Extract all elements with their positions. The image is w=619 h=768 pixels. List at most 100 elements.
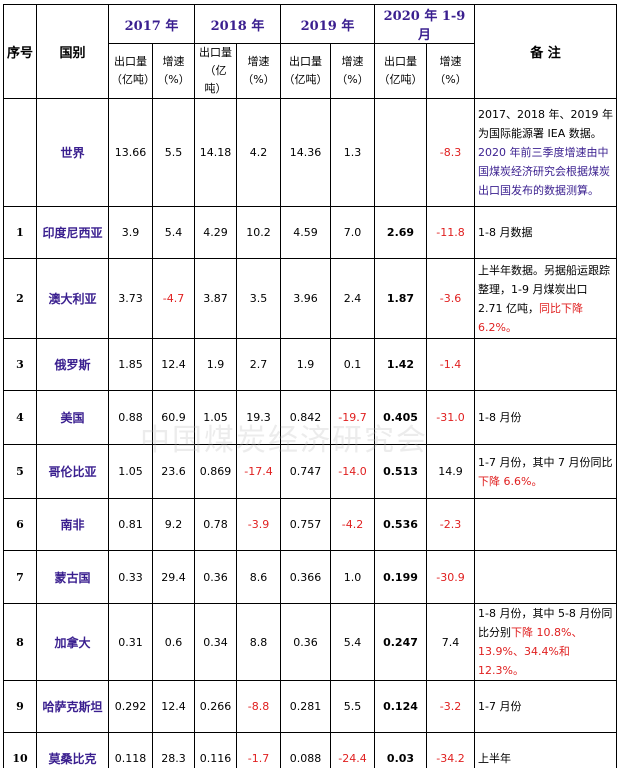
cell-value: 7.4 [426, 603, 475, 681]
cell-value: 0.747 [280, 444, 331, 499]
note [474, 498, 617, 551]
cell-value: 0.78 [194, 498, 237, 551]
table-row: 1 印度尼西亚 3.9 5.4 4.29 10.2 4.59 7.0 2.69 -11.8 1-8 … [3, 206, 617, 259]
cell-value: 3.87 [194, 258, 237, 339]
cell-value: 0.405 [374, 390, 427, 445]
note-text: 上半年数据。另据船运跟踪整理，1-9 月煤炭出口 2.71 亿吨， [478, 263, 610, 315]
cell-value: 0.03 [374, 732, 427, 768]
note-text: 下降 10.8%、13.9%、34.4%和 12.3%。 [478, 626, 583, 677]
cell-value: -4.2 [330, 498, 375, 551]
cell-value: 1.05 [108, 444, 153, 499]
cell-value: 14.18 [194, 98, 237, 207]
cell-value: 10.2 [236, 206, 281, 259]
cell-value: 14.36 [280, 98, 331, 207]
table-row: 世界 13.66 5.5 14.18 4.2 14.36 1.3 -8.3 2017、2018 … [3, 98, 617, 207]
cell-value: 0.124 [374, 680, 427, 733]
cell-value: 3.9 [108, 206, 153, 259]
table-row: 2 澳大利亚 3.73 -4.7 3.87 3.5 3.96 2.4 1.87 -3.6 上半年数据… [3, 258, 617, 339]
country: 哈萨克斯坦 [36, 680, 109, 733]
cell-value: 14.9 [426, 444, 475, 499]
cell-value: -4.7 [152, 258, 195, 339]
cell-value: -2.3 [426, 498, 475, 551]
cell-value: 0.247 [374, 603, 427, 681]
cell-value: -3.9 [236, 498, 281, 551]
cell-value: -1.7 [236, 732, 281, 768]
country: 莫桑比克 [36, 732, 109, 768]
note-text: 2020 年前三季度增速由中国煤炭经济研究会根据煤炭出口国发布的数据测算。 [478, 146, 610, 197]
header-row: 序号 国别 2017 年 2018 年 2019 年 2020 年 1-9 月备 注 [3, 4, 617, 99]
cell-value: 0.36 [280, 603, 331, 681]
cell-value: -1.4 [426, 338, 475, 391]
cell-value: -8.3 [426, 98, 475, 207]
note: 上半年数据。另据船运跟踪整理，1-9 月煤炭出口 2.71 亿吨，同比下降 6.… [474, 258, 617, 339]
note-text: 同比下降 6.2%。 [478, 301, 583, 334]
cell-value: 0.81 [108, 498, 153, 551]
cell-value: 0.266 [194, 680, 237, 733]
note-text: 下降 6.6%。 [478, 474, 543, 488]
sub-header: 增速（%） [152, 43, 195, 99]
cell-value: 0.1 [330, 338, 375, 391]
cell-value: 13.66 [108, 98, 153, 207]
note-text: 1-8 月份，其中 5-8 月份同比分别 [478, 607, 613, 639]
cell-value: 5.5 [152, 98, 195, 207]
table-row: 4 美国 0.88 60.9 1.05 19.3 0.842 -19.7 0.405 -31.0 1… [3, 390, 617, 445]
cell-value: 0.199 [374, 550, 427, 604]
cell-value: 0.33 [108, 550, 153, 604]
cell-value: 0.292 [108, 680, 153, 733]
note-text: 1-8 月数据 [478, 226, 533, 239]
cell-value: -31.0 [426, 390, 475, 445]
year-header: 2018 年 [194, 4, 281, 44]
row-number: 2 [3, 258, 37, 339]
header-cell: 序号 [3, 4, 37, 99]
year-header: 2017 年 [108, 4, 195, 44]
row-number: 5 [3, 444, 37, 499]
note: 1-8 月数据 [474, 206, 617, 259]
header-row: 出口量（亿吨） 增速（%） 出口量（亿吨） 增速（%） 出口量（亿吨） 增速（%） 出口量（… [4, 43, 617, 99]
cell-value: 0.6 [152, 603, 195, 681]
cell-value: 3.73 [108, 258, 153, 339]
country: 世界 [36, 98, 109, 207]
cell-value: 0.757 [280, 498, 331, 551]
note [474, 338, 617, 391]
note: 1-7 月份，其中 7 月份同比下降 6.6%。 [474, 444, 617, 499]
cell-value: 60.9 [152, 390, 195, 445]
data-table: 序号 国别 2017 年 2018 年 2019 年 2020 年 1-9 月备 注出口量… [3, 4, 617, 768]
sub-header: 出口量（亿吨） [374, 43, 427, 99]
cell-value: 5.4 [152, 206, 195, 259]
cell-value: 5.4 [330, 603, 375, 681]
cell-value: 0.281 [280, 680, 331, 733]
note-text: 1-7 月份 [478, 700, 522, 713]
cell-value: 23.6 [152, 444, 195, 499]
cell-value: 12.4 [152, 680, 195, 733]
cell-value: 29.4 [152, 550, 195, 604]
note-text: 上半年 [478, 752, 511, 765]
cell-value: 0.116 [194, 732, 237, 768]
cell-value: 1.85 [108, 338, 153, 391]
cell-value: 3.5 [236, 258, 281, 339]
cell-value: 0.36 [194, 550, 237, 604]
cell-value: 9.2 [152, 498, 195, 551]
note: 1-8 月份，其中 5-8 月份同比分别下降 10.8%、13.9%、34.4%… [474, 603, 617, 681]
row-number [3, 98, 37, 207]
row-number: 10 [3, 732, 37, 768]
cell-value: 1.9 [280, 338, 331, 391]
table-row: 5 哥伦比亚 1.05 23.6 0.869 -17.4 0.747 -14.0 0.513 14… [3, 444, 617, 499]
cell-value: 1.0 [330, 550, 375, 604]
note: 1-7 月份 [474, 680, 617, 733]
header-cell: 备 注 [474, 4, 617, 99]
country: 哥伦比亚 [36, 444, 109, 499]
cell-value: -14.0 [330, 444, 375, 499]
country: 俄罗斯 [36, 338, 109, 391]
table-row: 10 莫桑比克 0.118 28.3 0.116 -1.7 0.088 -24.4 0.03 -3… [3, 732, 617, 768]
note: 2017、2018 年、2019 年为国际能源署 IEA 数据。 2020 年前三… [474, 98, 617, 207]
cell-value: 28.3 [152, 732, 195, 768]
header-cell: 国别 [36, 4, 109, 99]
cell-value: 19.3 [236, 390, 281, 445]
row-number: 3 [3, 338, 37, 391]
cell-value: 4.59 [280, 206, 331, 259]
sub-header: 增速（%） [330, 43, 375, 99]
cell-value: -17.4 [236, 444, 281, 499]
cell-value: 0.34 [194, 603, 237, 681]
cell-value: 8.6 [236, 550, 281, 604]
